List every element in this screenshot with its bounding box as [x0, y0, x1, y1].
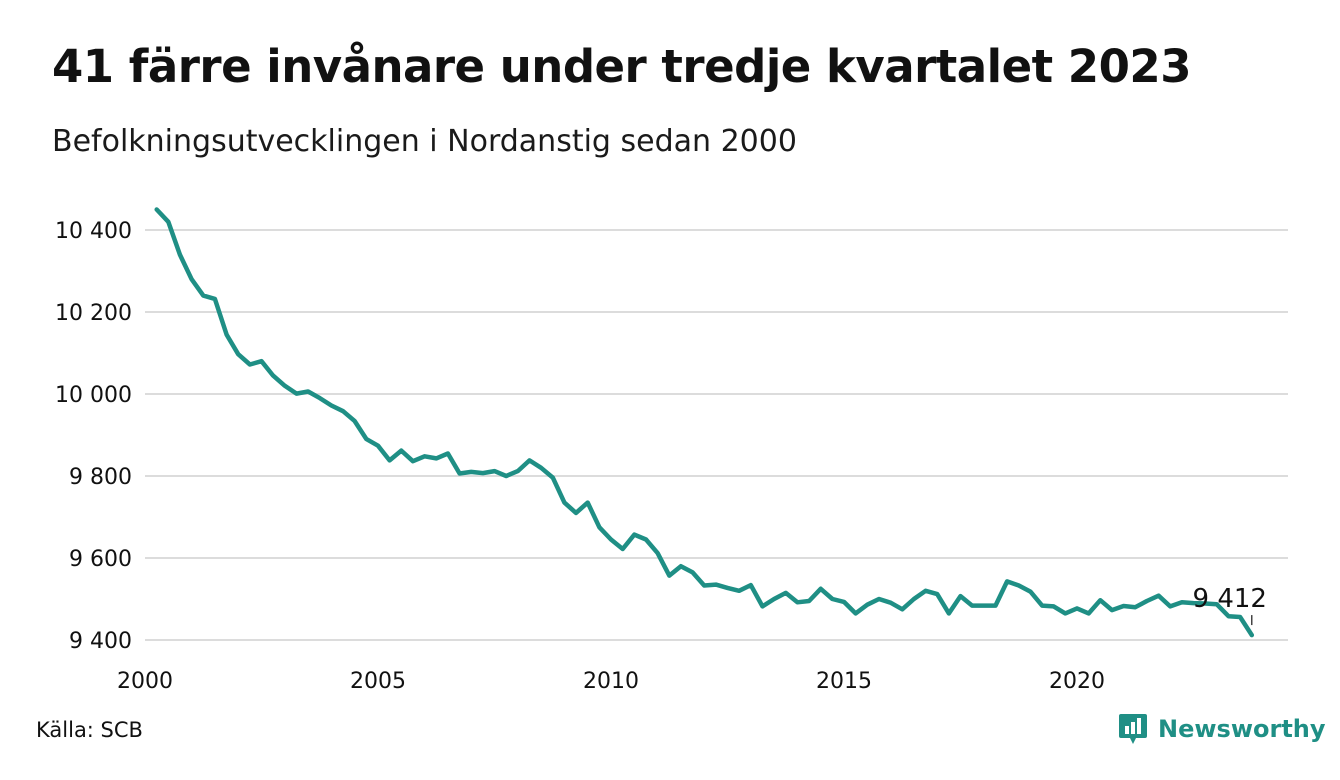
newsworthy-logo-icon	[1119, 714, 1147, 744]
x-tick-label: 2000	[117, 669, 173, 694]
x-axis-ticks: 2000 2005 2010 2015 2020	[117, 669, 1105, 694]
x-tick-label: 2015	[816, 669, 872, 694]
brand-name: Newsworthy	[1158, 715, 1326, 743]
grid-lines	[145, 229, 1288, 641]
y-tick-label: 9 600	[69, 547, 132, 572]
y-tick-label: 10 000	[55, 383, 132, 408]
source-note: Källa: SCB	[36, 718, 143, 742]
chart-subtitle: Befolkningsutvecklingen i Nordanstig sed…	[52, 124, 797, 159]
x-tick-label: 2010	[583, 669, 639, 694]
y-tick-label: 9 400	[69, 629, 132, 654]
series-line	[154, 207, 1255, 638]
end-value-label: 9 412	[1193, 584, 1267, 614]
y-tick-label: 9 800	[69, 465, 132, 490]
x-tick-label: 2005	[350, 669, 406, 694]
y-axis-ticks: 9 400 9 600 9 800 10 000 10 200 10 400	[55, 219, 132, 654]
x-tick-label: 2020	[1049, 669, 1105, 694]
y-tick-label: 10 200	[55, 301, 132, 326]
y-tick-label: 10 400	[55, 219, 132, 244]
chart-title: 41 färre invånare under tredje kvartalet…	[52, 40, 1192, 93]
brand-logo: Newsworthy	[1118, 712, 1326, 746]
